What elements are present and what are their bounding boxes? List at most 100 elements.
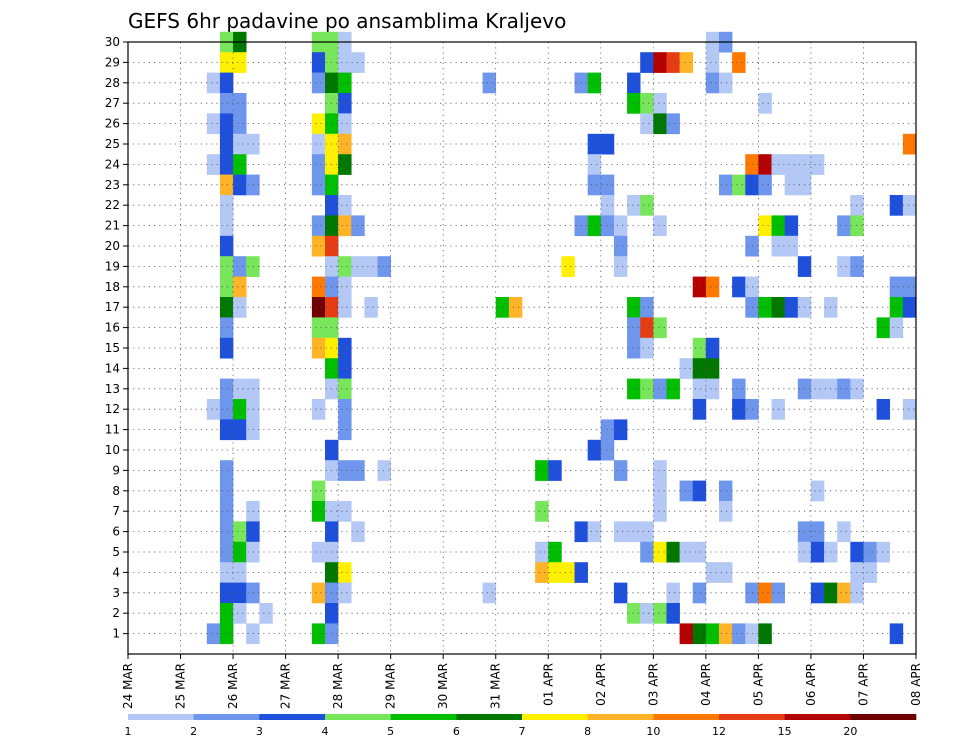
heatmap-cell xyxy=(233,276,247,298)
heatmap-cell xyxy=(640,378,654,400)
heatmap-cell xyxy=(627,195,641,216)
heatmap-cell xyxy=(206,399,221,420)
heatmap-cell xyxy=(692,480,707,502)
colorbar-swatch xyxy=(587,714,654,720)
y-tick-label: 29 xyxy=(105,55,120,69)
heatmap-cell xyxy=(338,154,352,175)
heatmap-cell xyxy=(338,93,352,114)
heatmap-cell xyxy=(679,480,694,502)
colorbar-tick-label: 7 xyxy=(519,725,526,738)
heatmap-cell xyxy=(587,521,602,543)
heatmap-cell xyxy=(219,133,234,155)
y-tick-label: 12 xyxy=(105,402,120,416)
heatmap-cell xyxy=(233,174,247,196)
heatmap-cell xyxy=(810,480,825,502)
heatmap-cell xyxy=(338,215,352,237)
heatmap-cell xyxy=(692,623,707,645)
colorbar-swatch xyxy=(193,714,260,720)
x-tick-label: 08 APR xyxy=(909,663,923,706)
heatmap-cell xyxy=(705,358,720,379)
x-tick-label: 06 APR xyxy=(804,663,818,706)
y-tick-label: 16 xyxy=(105,321,120,335)
heatmap-cell xyxy=(219,623,234,645)
heatmap-cell xyxy=(233,419,247,441)
heatmap-cell xyxy=(732,174,746,196)
heatmap-cell xyxy=(233,297,247,318)
heatmap-cell xyxy=(233,521,247,543)
y-tick-label: 18 xyxy=(105,280,120,294)
x-tick-label: 02 APR xyxy=(594,663,608,706)
heatmap-cell xyxy=(206,113,221,135)
heatmap-cell xyxy=(206,154,221,175)
heatmap-cell xyxy=(692,582,707,604)
heatmap-cell xyxy=(653,378,667,400)
heatmap-cell xyxy=(233,52,247,73)
y-tick-label: 4 xyxy=(112,565,120,579)
heatmap-cell xyxy=(745,399,759,420)
colorbar-swatch xyxy=(719,714,785,720)
colorbar-tick-label: 6 xyxy=(453,725,460,738)
heatmap-cell xyxy=(863,562,877,583)
heatmap-cell xyxy=(653,501,667,522)
heatmap-cell xyxy=(219,582,234,604)
heatmap-cell xyxy=(653,603,667,624)
y-tick-label: 7 xyxy=(112,504,120,518)
colorbar-tick-label: 20 xyxy=(843,725,857,738)
colorbar-tick-label: 15 xyxy=(778,725,792,738)
heatmap-cell xyxy=(889,276,904,298)
heatmap-cell xyxy=(561,562,575,583)
heatmap-cell xyxy=(219,154,234,175)
heatmap-cell xyxy=(338,378,352,400)
heatmap-cell xyxy=(902,276,917,298)
heatmap-cell xyxy=(784,174,799,196)
heatmap-cell xyxy=(219,562,234,583)
heatmap-cell xyxy=(679,623,694,645)
heatmap-cell xyxy=(784,297,799,318)
y-axis: 1234567891011121314151617181920212223242… xyxy=(105,35,128,641)
heatmap-cell xyxy=(219,235,234,257)
heatmap-cell xyxy=(902,297,917,318)
heatmap-cell xyxy=(219,276,234,298)
y-tick-label: 26 xyxy=(105,117,120,131)
heatmap-cell xyxy=(666,603,680,624)
heatmap-cell xyxy=(679,358,694,379)
heatmap-cell xyxy=(338,562,352,583)
y-tick-label: 30 xyxy=(105,35,120,49)
heatmap-cell xyxy=(810,378,825,400)
heatmap-cell xyxy=(587,439,602,461)
heatmap-cell xyxy=(810,582,825,604)
heatmap-cell xyxy=(679,52,694,73)
y-tick-label: 1 xyxy=(112,627,120,641)
heatmap-cell xyxy=(233,603,247,624)
heatmap-cell xyxy=(640,317,654,339)
y-tick-label: 24 xyxy=(105,157,120,171)
x-tick-label: 07 APR xyxy=(856,663,870,706)
heatmap-cell xyxy=(719,72,733,94)
colorbar-swatch xyxy=(128,714,194,720)
heatmap-cell xyxy=(640,113,654,135)
heatmap-cell xyxy=(889,195,904,216)
heatmap-cell xyxy=(627,72,641,94)
colorbar-swatch xyxy=(456,714,523,720)
colorbar: 1 2 3 4 5 6 7 8 10 12 15 20 xyxy=(125,714,917,738)
y-tick-label: 2 xyxy=(112,606,120,620)
colorbar-tick-label: 10 xyxy=(646,725,660,738)
heatmap-cell xyxy=(338,337,352,359)
heatmap-cell xyxy=(745,154,759,175)
heatmap-cell xyxy=(732,399,746,420)
heatmap-cell xyxy=(613,521,628,543)
heatmap-cell xyxy=(311,317,326,339)
heatmap-cell xyxy=(338,399,352,420)
heatmap-cell xyxy=(219,113,234,135)
heatmap-cell xyxy=(653,215,667,237)
heatmap-cell xyxy=(810,521,825,543)
heatmap-cell xyxy=(233,154,247,175)
heatmap-cell xyxy=(219,93,234,114)
heatmap-cell xyxy=(640,52,654,73)
heatmap-cell xyxy=(219,52,234,73)
heatmap-cell xyxy=(338,195,352,216)
heatmap-cell xyxy=(233,133,247,155)
y-tick-label: 10 xyxy=(105,443,120,457)
heatmap-cell xyxy=(233,562,247,583)
